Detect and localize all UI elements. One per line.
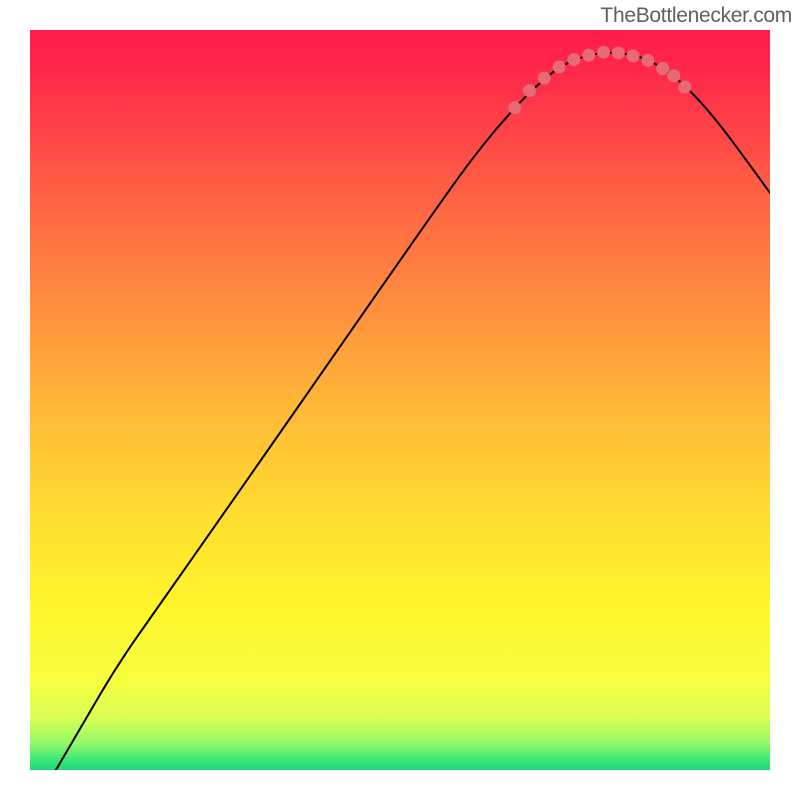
curve-marker — [508, 101, 521, 114]
curve-marker — [678, 80, 691, 93]
curve-marker — [667, 69, 680, 82]
curve-marker — [627, 49, 640, 62]
curve-marker — [523, 84, 536, 97]
chart-svg — [30, 30, 770, 770]
curve-marker — [538, 72, 551, 85]
chart-background — [30, 30, 770, 770]
curve-marker — [582, 49, 595, 62]
curve-marker — [553, 61, 566, 74]
plot-area — [30, 30, 770, 770]
curve-marker — [567, 53, 580, 66]
watermark-text: TheBottlenecker.com — [600, 4, 792, 28]
curve-marker — [656, 62, 669, 75]
curve-marker — [612, 46, 625, 59]
chart-container: TheBottlenecker.com — [0, 0, 800, 800]
curve-marker — [597, 46, 610, 59]
curve-marker — [641, 54, 654, 67]
